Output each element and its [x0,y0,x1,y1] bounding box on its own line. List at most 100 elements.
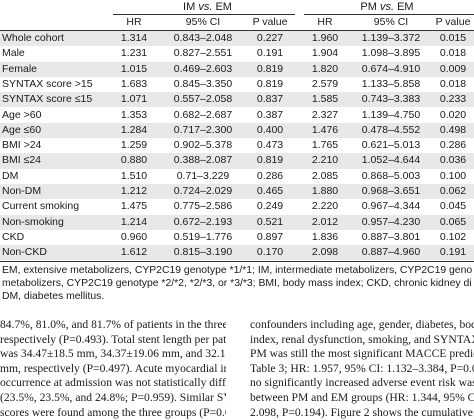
row-label: SYNTAX score ≤15 [2,93,93,106]
cell-ci-pm: 0.887–3.801 [361,230,421,243]
cell-hr-pm: 1.960 [311,32,339,44]
table-row: CKD 0.960 0.519–1.776 0.897 1.836 0.887–3.801… [0,230,474,245]
table-row: SYNTAX score >15 1.683 0.845–3.350 0.819 2.5… [0,77,474,92]
cell-p-pm: 0.009 [439,62,467,75]
cell-p-pm: 0.065 [439,215,467,228]
column-header-p-im: P value [252,16,288,28]
paragraph-line: scores were found among the three groups… [0,405,226,419]
column-header-p-pm: P value [435,16,471,28]
cell-ci-pm: 0.887–4.960 [361,246,421,259]
cell-p-im: 0.170 [256,246,284,259]
row-label: Female [2,62,38,75]
paragraph-line: confounders including age, gender, diabe… [250,318,474,331]
cell-hr-im: 1.510 [120,169,148,182]
cell-ci-im: 0.71–3.229 [176,169,230,182]
cell-hr-im: 1.475 [120,200,148,213]
cell-ci-pm: 1.052–4.644 [361,154,421,167]
row-label: BMI >24 [2,139,42,152]
body-text-left-column: 84.7%, 81.0%, and 81.7% of patients in t… [0,318,226,420]
cell-ci-im: 0.843–2.048 [173,32,233,44]
cell-ci-pm: 1.139–3.372 [361,32,421,44]
cell-ci-pm: 0.674–4.910 [361,62,421,75]
cell-hr-pm: 1.836 [311,230,339,243]
row-label: BMI ≤24 [2,154,42,167]
cell-ci-pm: 0.478–4.552 [361,123,421,136]
header-rule [0,30,474,31]
row-label: Non-DM [2,185,42,197]
cell-hr-pm: 2.098 [311,246,339,259]
row-label: Non-smoking [2,215,64,228]
row-label: Male [2,47,25,60]
cell-ci-pm: 1.133–5.858 [361,77,421,90]
row-label: Whole cohort [2,32,64,44]
row-label: Current smoking [2,200,80,213]
cell-hr-pm: 2.085 [311,169,339,182]
cell-ci-im: 0.827–2.551 [173,47,233,60]
group-rule-left [113,14,295,15]
cell-ci-im: 0.775–2.586 [173,200,233,213]
row-label: SYNTAX score >15 [2,77,93,90]
cell-p-im: 0.819 [256,77,284,90]
paragraph-line: 84.7%, 81.0%, and 81.7% of patients in t… [0,318,226,331]
cell-ci-im: 0.717–2.300 [173,123,233,136]
cell-ci-pm: 0.957–4.230 [361,215,421,228]
cell-hr-im: 1.071 [120,93,148,106]
cell-p-pm: 0.062 [439,185,467,197]
cell-p-pm: 0.020 [439,108,467,121]
cell-p-pm: 0.100 [439,169,467,182]
cell-ci-pm: 1.139–4.750 [361,108,421,121]
table-footnote: EM, extensive metabolizers, CYP2C19 geno… [2,264,472,303]
table-row: Non-CKD 1.612 0.815–3.190 0.170 2.098 0.887–4… [0,245,474,261]
cell-hr-im: 1.612 [120,246,148,259]
cell-hr-im: 1.231 [120,47,148,60]
paragraph-line: mm, respectively (P=0.497). Acute myocar… [0,361,226,375]
cell-ci-im: 0.388–2.087 [173,154,233,167]
cell-p-im: 0.521 [256,215,284,228]
cell-p-im: 0.249 [256,200,284,213]
table-row: SYNTAX score ≤15 1.071 0.557–2.058 0.837 1.5… [0,92,474,108]
cell-p-pm: 0.018 [439,47,467,60]
bottom-rule [0,261,474,262]
cell-ci-pm: 0.621–5.013 [361,139,421,152]
cell-p-pm: 0.045 [439,200,467,213]
cell-hr-pm: 1.820 [311,62,339,75]
cell-p-im: 0.227 [256,32,284,44]
cell-hr-pm: 2.327 [311,108,339,121]
cell-hr-im: 1.214 [120,215,148,228]
cell-ci-pm: 0.967–4.344 [361,200,421,213]
cell-hr-im: 1.284 [120,123,148,136]
cell-hr-pm: 1.904 [311,47,339,60]
group-rule-right [304,14,474,15]
cell-ci-im: 0.845–3.350 [173,77,233,90]
cell-hr-im: 1.212 [120,185,148,197]
column-header-hr-pm: HR [317,16,333,28]
paragraph-line: was 34.47±18.5 mm, 34.37±19.06 mm, and 3… [0,347,226,361]
group-header-pm-vs-em: PM vs. EM [360,1,414,13]
cell-p-pm: 0.286 [439,139,467,152]
cell-p-im: 0.286 [256,169,284,182]
cell-ci-im: 0.902–5.378 [173,139,233,152]
table-row: Female 1.015 0.469–2.603 0.819 1.820 0.674–4.… [0,61,474,77]
footnote-line: EM, extensive metabolizers, CYP2C19 geno… [2,265,472,276]
cell-ci-pm: 0.968–3.651 [361,185,421,197]
cell-hr-im: 1.015 [120,62,148,75]
cell-p-im: 0.473 [256,139,284,152]
cell-p-pm: 0.015 [439,32,467,44]
cell-ci-im: 0.682–2.687 [173,108,233,121]
paragraph-line: respectively (P=0.493). Total stent leng… [0,332,226,346]
footnote-line: DM, diabetes mellitus. [2,291,105,302]
table-row: Non-DM 1.212 0.724–2.029 0.465 1.880 0.968–3.… [0,184,474,200]
cell-hr-im: 1.683 [120,77,148,90]
cell-p-im: 0.897 [256,230,284,243]
cell-p-pm: 0.018 [439,77,467,90]
cell-ci-im: 0.815–3.190 [173,246,233,259]
table-row: DM 1.510 0.71–3.229 0.286 2.085 0.868–5.003 0.… [0,169,474,184]
cell-hr-im: 0.960 [120,230,148,243]
cell-ci-pm: 1.098–3.895 [361,47,421,60]
table-row: Age ≤60 1.284 0.717–2.300 0.400 1.476 0.478–4… [0,122,474,139]
paragraph-line: index, renal dysfunction, smoking, and S… [250,332,474,346]
paragraph-line: occurrence at admission was not statisti… [0,376,226,390]
cell-p-im: 0.819 [256,154,284,167]
cell-p-im: 0.837 [256,93,284,106]
row-label: DM [2,169,19,182]
